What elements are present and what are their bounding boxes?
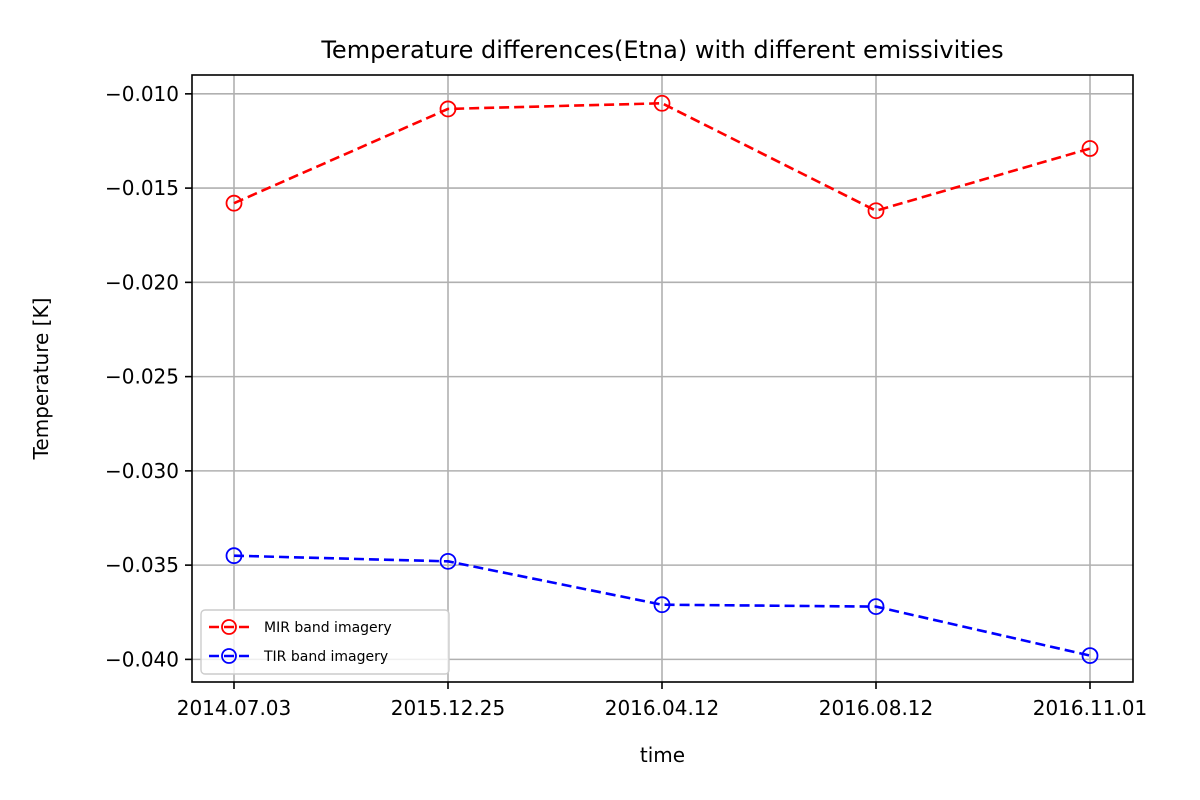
data-point [439, 100, 457, 118]
legend-box [200, 609, 450, 675]
y-tick-label: −0.010 [105, 82, 179, 106]
legend-label: TIR band imagery [263, 649, 388, 665]
data-point [225, 547, 243, 565]
legend-marker [221, 648, 237, 664]
data-point [439, 552, 457, 570]
series-2 [225, 547, 1099, 665]
data-point [1081, 140, 1099, 157]
legend-item: TIR band imagery [209, 648, 388, 665]
y-tick-label: −0.025 [105, 365, 179, 389]
x-axis-title: time [640, 743, 685, 767]
x-tick-label: 2016.11.01 [1033, 696, 1148, 720]
series-line [233, 554, 1091, 657]
legend: MIR band imagery TIR band imagery [200, 609, 450, 675]
data-point [653, 596, 671, 614]
y-tick-label: −0.040 [105, 647, 179, 671]
data-point [1081, 647, 1099, 665]
series-line [233, 101, 1091, 213]
x-tick-label: 2016.08.12 [819, 696, 934, 720]
legend-label: MIR band imagery [264, 620, 392, 636]
series-layer [225, 94, 1099, 665]
x-tick-label: 2015.12.25 [391, 696, 506, 720]
x-tick-label: 2016.04.12 [605, 696, 720, 720]
y-tick-label: −0.020 [105, 270, 179, 294]
data-point [653, 94, 671, 112]
x-tick-label: 2014.07.03 [177, 696, 292, 720]
y-tick-label: −0.015 [105, 176, 179, 200]
legend-marker [221, 619, 237, 635]
data-point [867, 598, 885, 615]
y-tick-label: −0.035 [105, 553, 179, 577]
grid-layer [192, 75, 1133, 682]
y-axis-title: Temperature [K] [29, 298, 53, 461]
y-tick-label: −0.030 [105, 459, 179, 483]
legend-item: MIR band imagery [209, 619, 392, 636]
data-point [867, 202, 885, 220]
series-1 [225, 94, 1099, 220]
ticks-layer: −0.010 −0.015 −0.020 −0.025 −0.030 −0.035 −0.0… [105, 82, 1147, 720]
data-point [225, 194, 243, 212]
chart-title: Temperature differences(Etna) with diffe… [320, 36, 1003, 64]
